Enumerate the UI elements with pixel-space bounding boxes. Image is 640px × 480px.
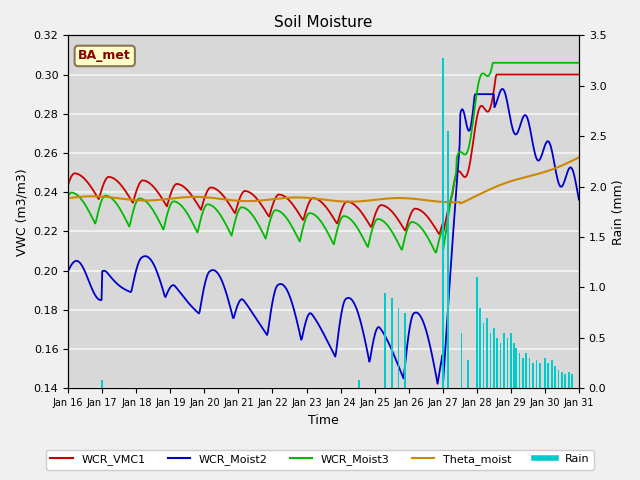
Bar bbox=[507, 338, 508, 388]
Bar bbox=[467, 360, 469, 388]
Text: BA_met: BA_met bbox=[78, 49, 131, 62]
Bar bbox=[544, 358, 546, 388]
Bar bbox=[513, 343, 515, 388]
Bar bbox=[572, 374, 573, 388]
Bar bbox=[384, 292, 386, 388]
Bar bbox=[561, 372, 563, 388]
Bar bbox=[101, 380, 103, 388]
X-axis label: Time: Time bbox=[308, 414, 339, 427]
Bar bbox=[479, 308, 481, 388]
Bar bbox=[486, 318, 488, 388]
Bar bbox=[522, 358, 524, 388]
Bar bbox=[518, 353, 520, 388]
Bar bbox=[539, 363, 541, 388]
Title: Soil Moisture: Soil Moisture bbox=[275, 15, 372, 30]
Y-axis label: Rain (mm): Rain (mm) bbox=[612, 179, 625, 245]
Bar bbox=[510, 333, 512, 388]
Bar bbox=[547, 363, 549, 388]
Legend: WCR_VMC1, WCR_Moist2, WCR_Moist3, Theta_moist, Rain: WCR_VMC1, WCR_Moist2, WCR_Moist3, Theta_… bbox=[46, 450, 594, 469]
Bar bbox=[564, 374, 566, 388]
Bar bbox=[532, 363, 534, 388]
Bar bbox=[500, 343, 502, 388]
Bar bbox=[447, 131, 449, 388]
Bar bbox=[529, 358, 531, 388]
Bar bbox=[404, 312, 406, 388]
Bar bbox=[554, 366, 556, 388]
Bar bbox=[497, 338, 498, 388]
Bar bbox=[397, 308, 399, 388]
Bar bbox=[503, 333, 505, 388]
Bar bbox=[557, 370, 559, 388]
Y-axis label: VWC (m3/m3): VWC (m3/m3) bbox=[15, 168, 28, 256]
Bar bbox=[525, 353, 527, 388]
Bar bbox=[442, 58, 444, 388]
Bar bbox=[490, 333, 492, 388]
Bar bbox=[461, 333, 462, 388]
Bar bbox=[476, 277, 477, 388]
Bar bbox=[515, 348, 517, 388]
Bar bbox=[483, 323, 484, 388]
Bar bbox=[568, 372, 570, 388]
Bar bbox=[391, 298, 392, 388]
Bar bbox=[358, 380, 360, 388]
Bar bbox=[493, 328, 495, 388]
Bar bbox=[551, 360, 552, 388]
Bar bbox=[536, 360, 537, 388]
